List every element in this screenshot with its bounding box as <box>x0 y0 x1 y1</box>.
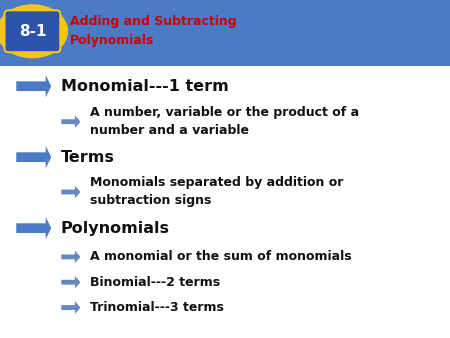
Text: Trinomial---3 terms: Trinomial---3 terms <box>90 301 224 314</box>
Text: Adding and Subtracting: Adding and Subtracting <box>70 15 236 28</box>
Text: Monomial---1 term: Monomial---1 term <box>61 79 229 94</box>
Text: Binomial---2 terms: Binomial---2 terms <box>90 276 220 289</box>
Text: A monomial or the sum of monomials: A monomial or the sum of monomials <box>90 250 351 263</box>
Text: Polynomials: Polynomials <box>70 34 154 47</box>
Text: Terms: Terms <box>61 150 115 165</box>
Circle shape <box>0 5 68 57</box>
Text: Monomials separated by addition or
subtraction signs: Monomials separated by addition or subtr… <box>90 176 343 208</box>
Text: A number, variable or the product of a
number and a variable: A number, variable or the product of a n… <box>90 106 359 137</box>
FancyBboxPatch shape <box>0 0 450 65</box>
FancyBboxPatch shape <box>4 10 60 52</box>
Text: 8-1: 8-1 <box>18 24 46 39</box>
Text: Polynomials: Polynomials <box>61 221 170 236</box>
